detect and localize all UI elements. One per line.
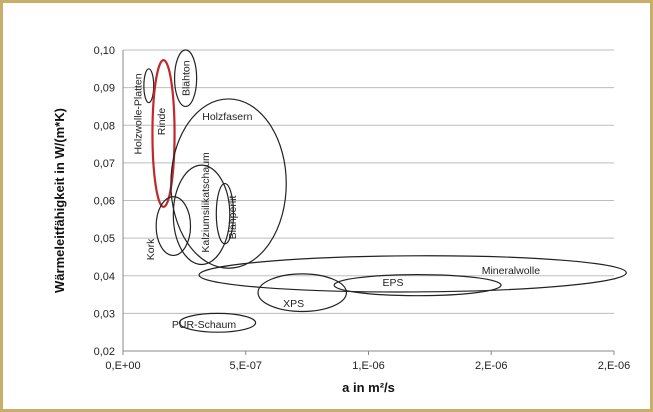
- region-rinde: [151, 59, 176, 208]
- y-tick-label: 0,10: [94, 45, 115, 57]
- region-kalziumsilikatschaum: [172, 164, 231, 266]
- y-axis-label: Wärmeleitfähigkeit in W/(m*K): [52, 108, 67, 293]
- region-label-eps: EPS: [383, 277, 404, 289]
- region-label-xps: XPS: [283, 298, 304, 310]
- region-label-holzfasern: Holzfasern: [202, 111, 252, 123]
- y-tick-label: 0,02: [94, 346, 115, 358]
- region-holzfasern: [170, 98, 287, 269]
- region-label-mineralwolle: Mineralwolle: [482, 265, 541, 277]
- region-label-bl-hperlit: Blähperlit: [227, 195, 239, 239]
- y-tick-label: 0,08: [94, 120, 115, 132]
- x-tick-label: 0,E+00: [105, 360, 140, 372]
- x-tick-label: 1,E-06: [352, 360, 384, 372]
- region-label-rinde: Rinde: [156, 108, 168, 136]
- y-tick-label: 0,03: [94, 308, 115, 320]
- tick-labels: 0,02 0,03 0,04 0,05 0,06 0,07 0,08 0,09 0,10 0,E+…: [94, 45, 631, 372]
- region-label-bl-hton: Blähton: [181, 60, 193, 96]
- region-bl-hton: [173, 49, 198, 108]
- x-tick-label: 5,E-07: [230, 360, 262, 372]
- x-axis-label: a in m²/s: [342, 380, 395, 395]
- x-tick-label: 2,E-06: [598, 360, 630, 372]
- region-label-kalziumsilikatschaum: Kalziumsilikatschaum: [200, 152, 212, 253]
- region-mineralwolle: [198, 255, 627, 293]
- y-tick-label: 0,07: [94, 158, 115, 170]
- region-labels: Holzwolle-Platten Rinde Blähton Holzfasern K…: [133, 60, 540, 331]
- y-tick-label: 0,04: [94, 271, 115, 283]
- region-bl-hperlit: [215, 182, 235, 245]
- axes: [122, 50, 615, 355]
- region-eps: [333, 274, 502, 297]
- y-tick-label: 0,09: [94, 83, 115, 95]
- grid-lines: [123, 49, 614, 314]
- region-xps: [257, 273, 348, 313]
- x-tick-label: 2,E-06: [475, 360, 507, 372]
- region-pur-schaum: [178, 312, 257, 333]
- y-tick-label: 0,05: [94, 233, 115, 245]
- region-label-pur-schaum: PUR-Schaum: [172, 319, 236, 331]
- region-kork: [155, 196, 192, 257]
- region-label-kork: Kork: [145, 238, 157, 260]
- y-tick-label: 0,06: [94, 196, 115, 208]
- region-holzwolle-platten: [143, 68, 155, 104]
- material-regions: [143, 49, 627, 333]
- region-label-holzwolle-platten: Holzwolle-Platten: [133, 73, 145, 154]
